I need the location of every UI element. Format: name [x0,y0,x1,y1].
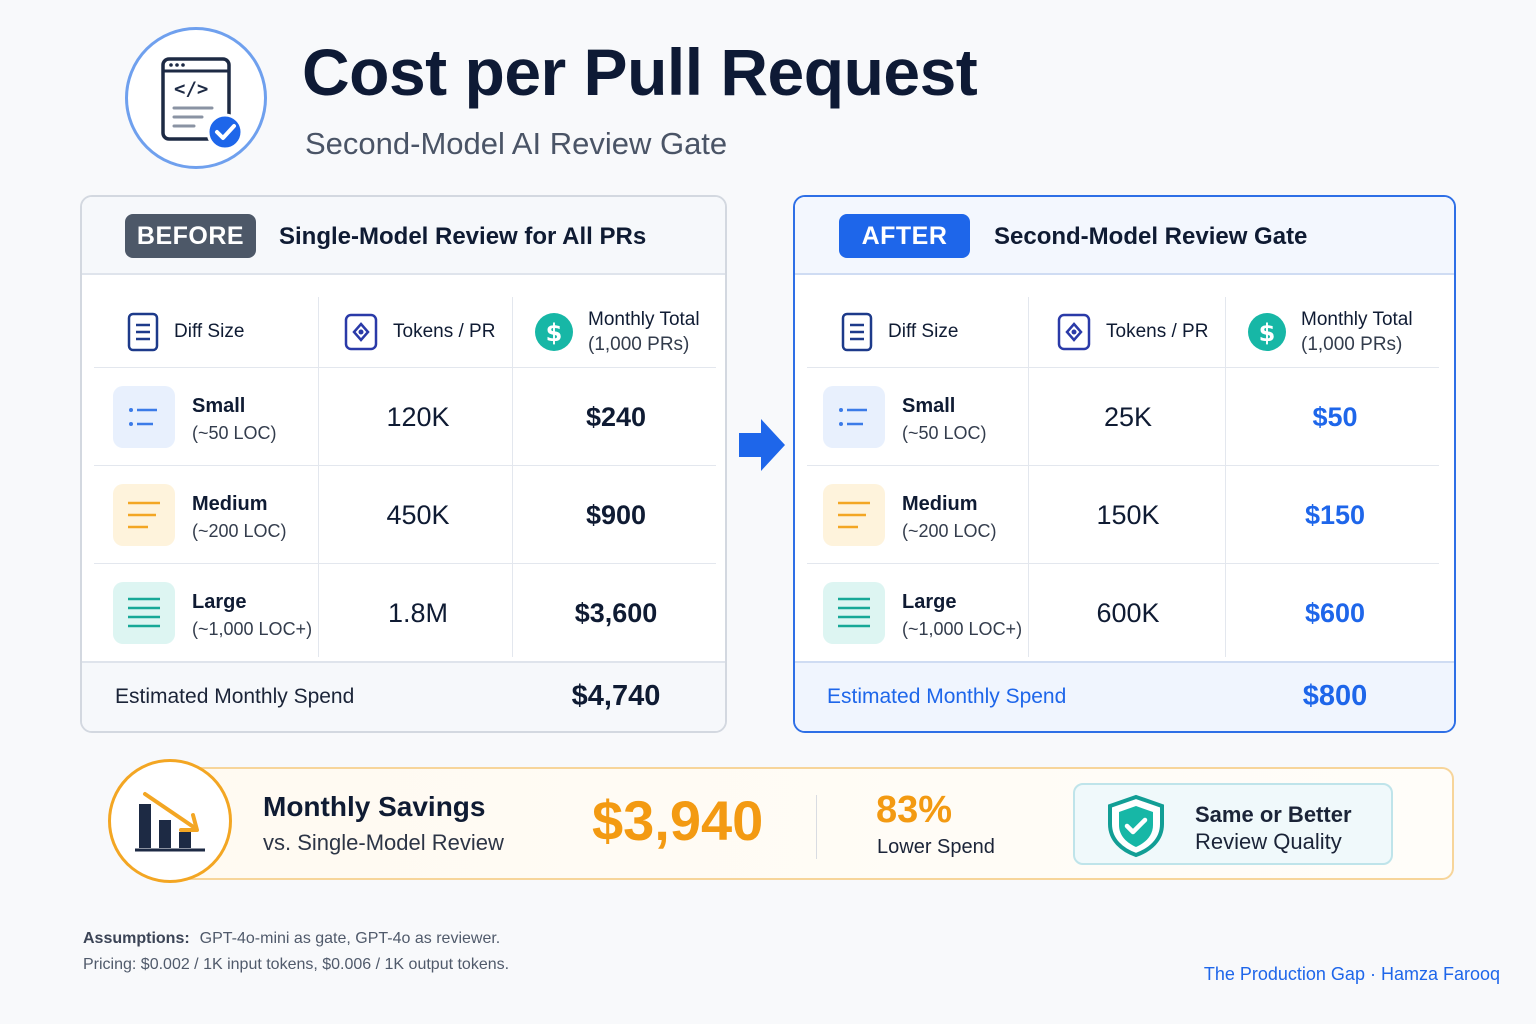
list-small-icon [823,386,885,448]
after-panel-title: Second-Model Review Gate [994,223,1308,250]
dollar-icon: $ [1248,313,1286,351]
row-size-label: Medium (~200 LOC) [902,493,997,541]
assumptions-line-1: Assumptions: GPT-4o-mini as gate, GPT-4o … [83,930,501,947]
col-header-tokens: Tokens / PR [1056,297,1208,367]
page-title: Cost per Pull Request [302,35,978,109]
divider [512,297,513,657]
estimated-spend-value: $4,740 [571,680,661,712]
row-size-label: Medium (~200 LOC) [192,493,287,541]
list-large-icon [823,582,885,644]
svg-text:$: $ [546,319,563,347]
col-header-label: Diff Size [174,321,245,342]
after-panel: AFTER Second-Model Review Gate Diff Size… [793,195,1456,733]
divider [94,563,716,564]
col-header-label: Monthly Total [1301,309,1413,330]
col-header-diff-size: Diff Size [840,297,958,367]
list-small-icon [113,386,175,448]
document-icon [841,312,873,352]
col-header-diff-size: Diff Size [126,297,244,367]
savings-percent: 83% [876,789,953,831]
after-panel-header: AFTER Second-Model Review Gate [795,197,1454,275]
cost-value: $50 [1312,402,1358,432]
tokens-value: 120K [386,402,450,432]
savings-subtitle: vs. Single-Model Review [263,830,504,855]
col-header-sublabel: (1,000 PRs) [588,334,690,355]
page-subtitle: Second-Model AI Review Gate [305,126,728,161]
dollar-icon: $ [535,313,573,351]
estimated-spend-label: Estimated Monthly Spend [827,685,1067,708]
cost-value: $150 [1304,500,1366,530]
tokens-value: 450K [386,500,450,530]
quality-line-1: Same or Better [1195,802,1352,827]
savings-amount: $3,940 [592,789,764,852]
cost-value: $3,600 [574,598,658,628]
before-panel-title: Single-Model Review for All PRs [279,223,647,250]
col-header-label: Diff Size [888,321,959,342]
savings-title: Monthly Savings [263,791,486,822]
divider [94,465,716,466]
col-header-monthly-total: $ Monthly Total (1,000 PRs) [1247,297,1413,367]
cost-value: $900 [585,500,647,530]
col-header-label: Monthly Total [588,309,700,330]
list-medium-icon [113,484,175,546]
list-medium-icon [823,484,885,546]
shield-check-icon [1108,794,1164,858]
credit-text: The Production Gap · Hamza Farooq [1203,964,1500,984]
divider [816,795,817,859]
divider [807,367,1439,368]
tokens-value: 25K [1103,402,1153,432]
before-panel-footer: Estimated Monthly Spend $4,740 [82,661,725,731]
divider [807,465,1439,466]
row-size-label: Small (~50 LOC) [192,395,277,443]
assumptions-label: Assumptions: [83,930,190,947]
token-icon [344,313,378,351]
col-header-label: Tokens / PR [393,321,496,342]
row-size-label: Small (~50 LOC) [902,395,987,443]
estimated-spend-value: $800 [1302,680,1368,712]
divider [94,367,716,368]
before-panel-header: BEFORE Single-Model Review for All PRs [82,197,725,275]
col-header-sublabel: (1,000 PRs) [1301,334,1403,355]
tokens-value: 150K [1096,500,1160,530]
tokens-value: 1.8M [387,598,449,628]
quality-badge: Same or Better Review Quality [1073,783,1393,865]
assumptions-line-2: Pricing: $0.002 / 1K input tokens, $0.00… [83,956,510,973]
estimated-spend-label: Estimated Monthly Spend [115,685,355,708]
divider [1225,297,1226,657]
divider [807,563,1439,564]
before-panel: BEFORE Single-Model Review for All PRs D… [80,195,727,733]
savings-percent-label: Lower Spend [877,836,995,858]
svg-text:</>: </> [174,78,208,100]
document-icon [127,312,159,352]
code-document-check-icon: </> [125,27,267,169]
list-large-icon [113,582,175,644]
tokens-value: 600K [1096,598,1160,628]
cost-value: $240 [585,402,647,432]
arrow-right-icon [739,419,785,471]
svg-text:$: $ [1259,319,1276,347]
col-header-monthly-total: $ Monthly Total (1,000 PRs) [534,297,700,367]
row-size-label: Large (~1,000 LOC+) [902,591,1023,639]
before-badge: BEFORE [125,214,256,258]
divider [1028,297,1029,657]
col-header-tokens: Tokens / PR [343,297,495,367]
quality-line-2: Review Quality [1195,829,1342,854]
after-panel-footer: Estimated Monthly Spend $800 [795,661,1454,731]
bar-chart-down-icon [108,759,232,883]
row-size-label: Large (~1,000 LOC+) [192,591,313,639]
col-header-label: Tokens / PR [1106,321,1209,342]
token-icon [1057,313,1091,351]
divider [318,297,319,657]
cost-value: $600 [1304,598,1366,628]
after-badge: AFTER [839,214,970,258]
